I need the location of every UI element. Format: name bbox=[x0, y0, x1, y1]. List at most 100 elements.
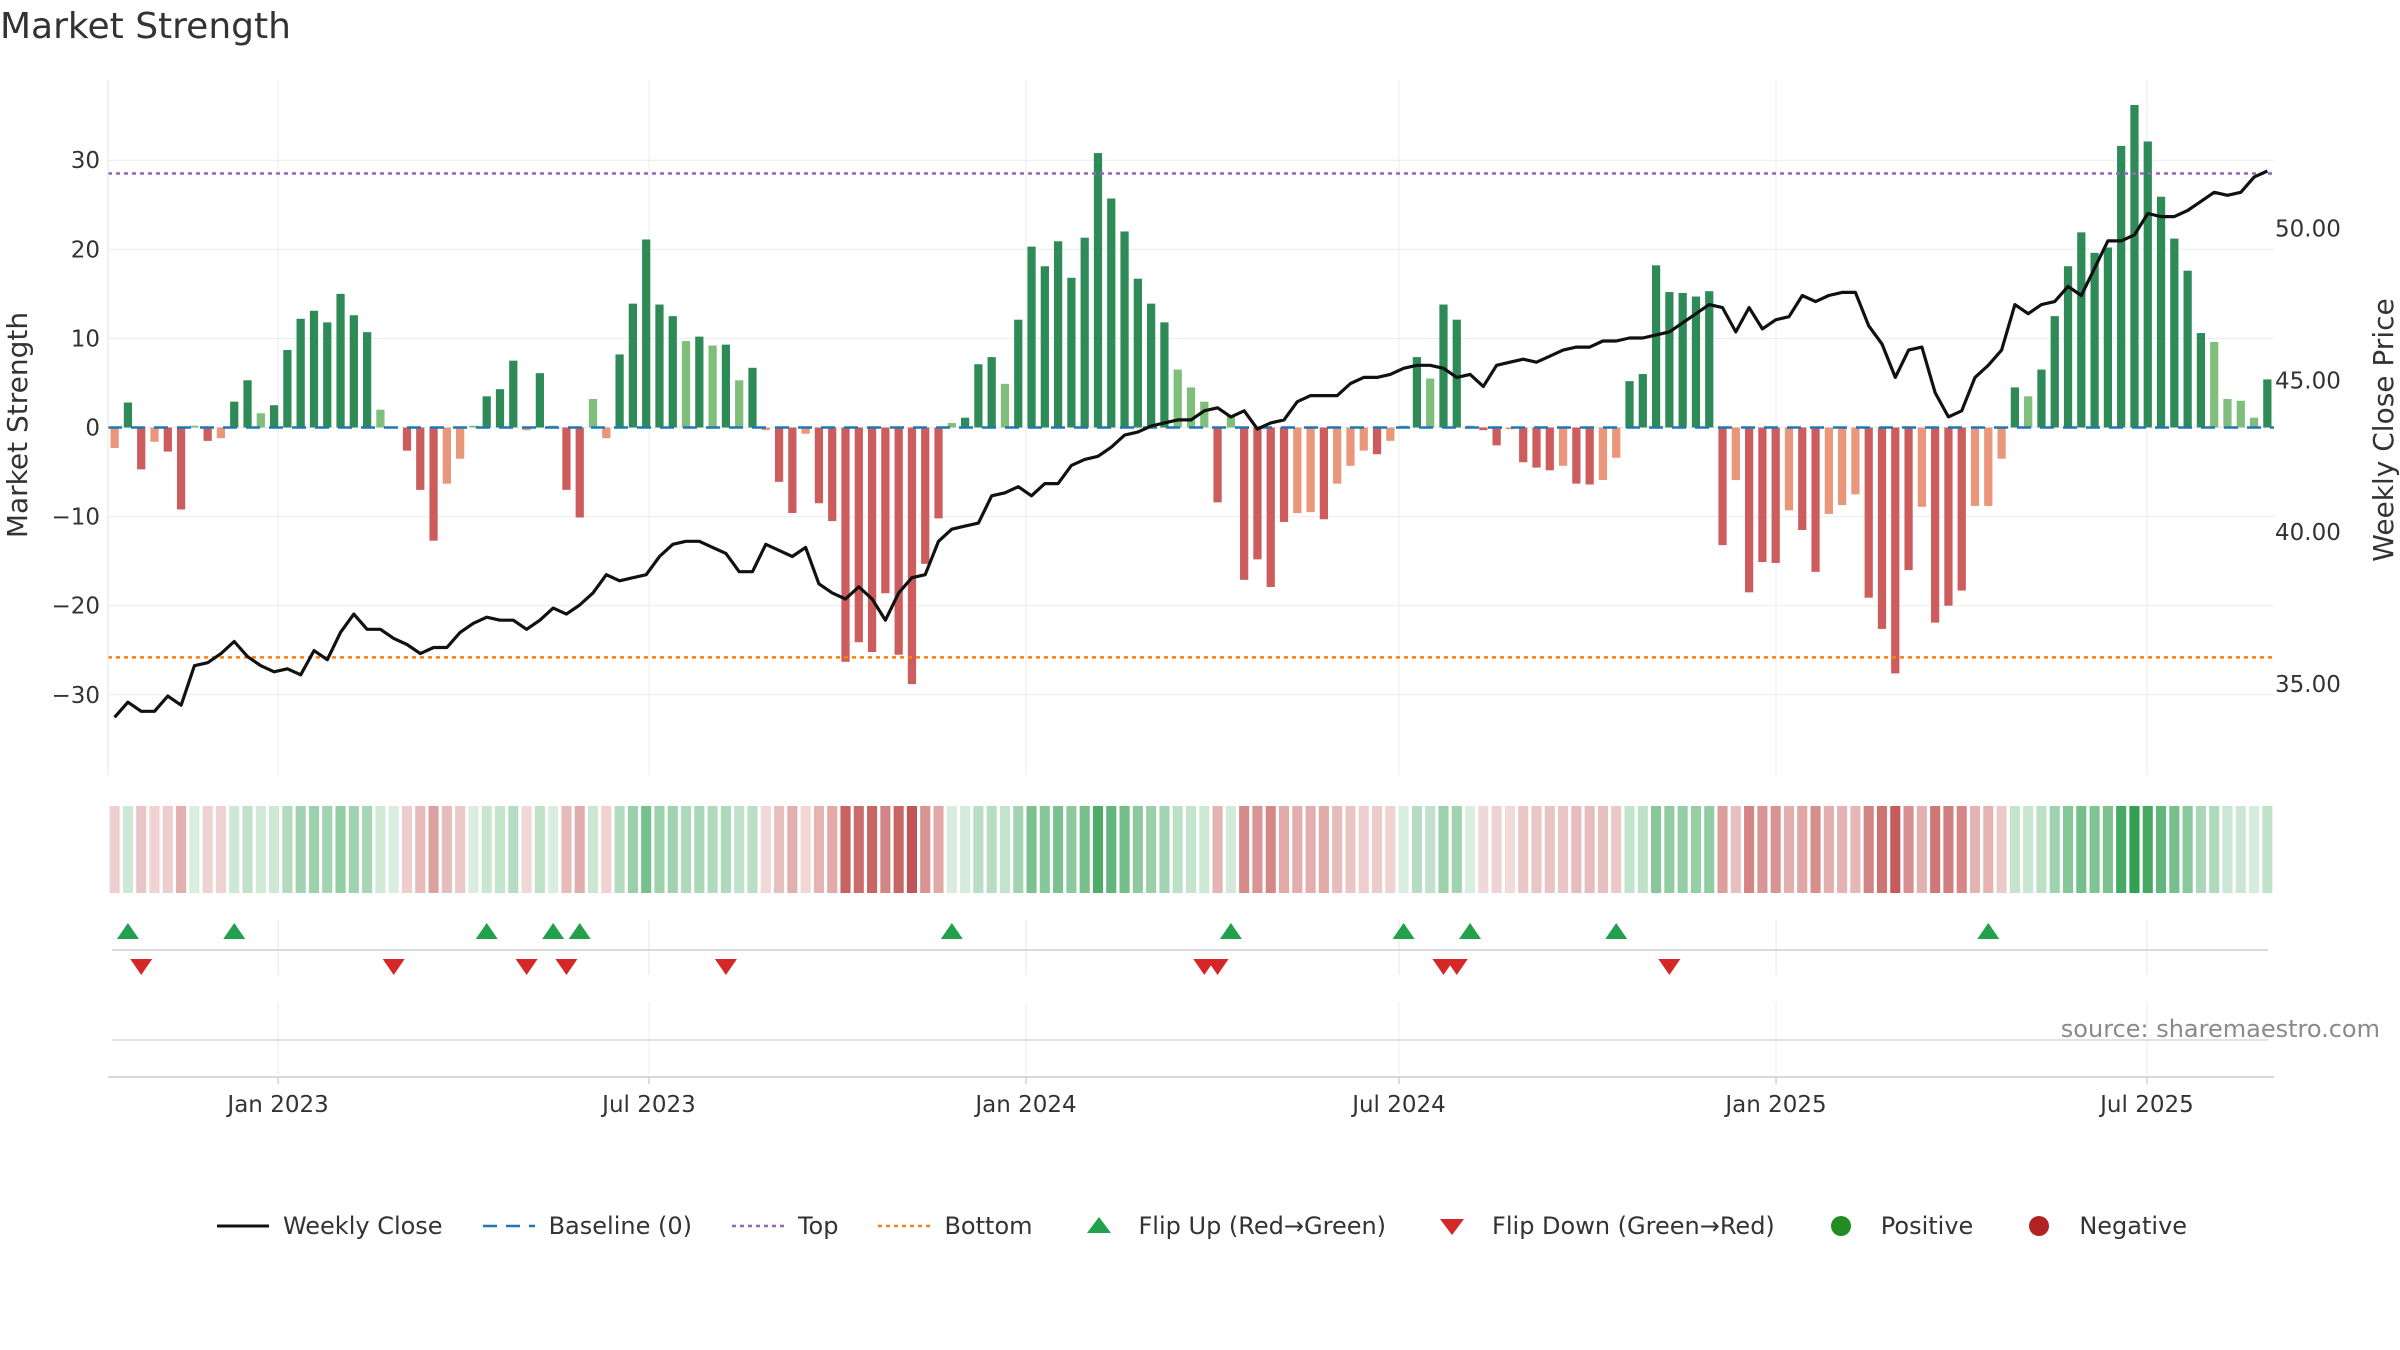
strength-bar bbox=[2249, 417, 2259, 428]
source-label: source: sharemaestro.com bbox=[2060, 1015, 2380, 1043]
red-dot-icon bbox=[2029, 1216, 2050, 1236]
strength-bar bbox=[2183, 270, 2192, 428]
heat-cell bbox=[1119, 806, 1130, 893]
heat-cell bbox=[999, 806, 1011, 893]
heat-cell bbox=[508, 806, 519, 893]
y-tick-label-left: −30 bbox=[51, 683, 100, 709]
strength-bar bbox=[1784, 427, 1794, 511]
strength-bar bbox=[1266, 427, 1275, 587]
heat-cell bbox=[375, 806, 386, 893]
heat-cell bbox=[587, 806, 599, 893]
strength-bar bbox=[2130, 104, 2139, 428]
strength-bar bbox=[1598, 427, 1608, 481]
strength-bar bbox=[642, 239, 651, 428]
heat-cell bbox=[2209, 806, 2220, 893]
heat-cell bbox=[827, 806, 838, 893]
strength-bar bbox=[1359, 427, 1368, 451]
x-tick-label: Jul 2025 bbox=[2098, 1092, 2194, 1118]
heat-cell bbox=[1465, 806, 1476, 893]
heat-cell bbox=[1571, 806, 1582, 893]
flip-up-marker bbox=[116, 923, 139, 939]
strength-bar bbox=[469, 425, 478, 428]
strength-bar bbox=[1505, 427, 1515, 430]
y-tick-label-right: 45.00 bbox=[2275, 368, 2341, 394]
heat-cell bbox=[2182, 806, 2193, 893]
heat-cell bbox=[2062, 806, 2074, 893]
heat-cell bbox=[1664, 806, 1675, 893]
strength-bar bbox=[269, 405, 279, 428]
heat-cell bbox=[787, 806, 798, 893]
strength-bar bbox=[336, 293, 345, 428]
heat-cell bbox=[601, 806, 612, 893]
heat-cell bbox=[534, 806, 545, 893]
strength-bar bbox=[402, 427, 412, 451]
strength-bar bbox=[1944, 427, 1953, 606]
strength-bar bbox=[1173, 369, 1182, 428]
strength-bar bbox=[960, 417, 970, 428]
heat-cell bbox=[1651, 806, 1662, 893]
heat-cell bbox=[189, 806, 200, 893]
heat-cell bbox=[282, 806, 293, 893]
heat-cell bbox=[1584, 806, 1595, 893]
strength-bar bbox=[1519, 427, 1528, 463]
legend-label: Bottom bbox=[944, 1212, 1033, 1240]
heat-cell bbox=[521, 806, 532, 893]
strength-bar bbox=[1040, 266, 1049, 428]
strength-bar bbox=[867, 427, 877, 653]
heat-cell bbox=[906, 806, 917, 893]
strength-bar bbox=[296, 318, 305, 428]
heat-cell bbox=[1611, 806, 1622, 893]
flip-up-marker bbox=[1605, 923, 1628, 939]
strength-bar bbox=[1718, 427, 1727, 546]
heat-cell bbox=[1837, 806, 1848, 893]
strength-bar bbox=[1333, 427, 1342, 484]
heat-cell bbox=[468, 806, 479, 893]
heat-cell bbox=[255, 806, 266, 893]
strength-bar bbox=[1984, 427, 1993, 506]
heat-cell bbox=[455, 806, 466, 893]
strength-bar bbox=[190, 425, 199, 428]
legend-item-close: Weekly Close bbox=[213, 1211, 443, 1241]
strength-bar bbox=[2063, 266, 2073, 428]
strength-bar bbox=[1372, 427, 1382, 455]
heat-cell bbox=[1451, 806, 1462, 893]
strength-bar bbox=[2010, 387, 2019, 428]
reference-lines bbox=[108, 172, 2274, 659]
heat-cell bbox=[1730, 806, 1741, 893]
strength-bar bbox=[1665, 292, 1674, 428]
strength-bar bbox=[416, 427, 425, 490]
heat-cell bbox=[2249, 806, 2260, 893]
y-tick-label-right: 50.00 bbox=[2275, 217, 2341, 243]
heat-cell bbox=[401, 806, 413, 893]
heat-cell bbox=[707, 806, 718, 893]
close-line-swatch bbox=[216, 1224, 269, 1228]
strength-bar bbox=[2210, 341, 2219, 428]
strength-bar bbox=[1439, 304, 1448, 428]
heat-cell bbox=[176, 806, 187, 893]
heat-cell bbox=[1783, 806, 1795, 893]
heat-cell bbox=[1199, 806, 1210, 893]
heat-cell bbox=[1863, 806, 1874, 893]
strength-bar bbox=[1798, 427, 1807, 530]
strength-bar bbox=[974, 364, 983, 428]
strength-bar bbox=[2090, 252, 2099, 428]
heat-cell bbox=[1823, 806, 1834, 893]
heat-cell bbox=[1106, 806, 1117, 893]
heat-cell bbox=[1146, 806, 1157, 893]
heat-cell bbox=[1252, 806, 1263, 893]
y-axis-label-left: Market Strength bbox=[1, 312, 34, 538]
heat-cell bbox=[680, 806, 692, 893]
strength-bar bbox=[695, 336, 704, 428]
heat-cell bbox=[1624, 806, 1635, 893]
strength-bar bbox=[535, 373, 544, 428]
heat-cell bbox=[1212, 806, 1223, 893]
legend-item-bottom: Bottom bbox=[874, 1211, 1033, 1241]
heat-cell bbox=[1478, 806, 1489, 893]
heat-cell bbox=[840, 806, 851, 893]
strength-bar bbox=[1585, 427, 1594, 485]
heat-cell bbox=[1358, 806, 1369, 893]
heat-cell bbox=[388, 806, 399, 893]
weekly-close-layer bbox=[113, 169, 2269, 719]
strength-bar bbox=[1186, 387, 1196, 428]
